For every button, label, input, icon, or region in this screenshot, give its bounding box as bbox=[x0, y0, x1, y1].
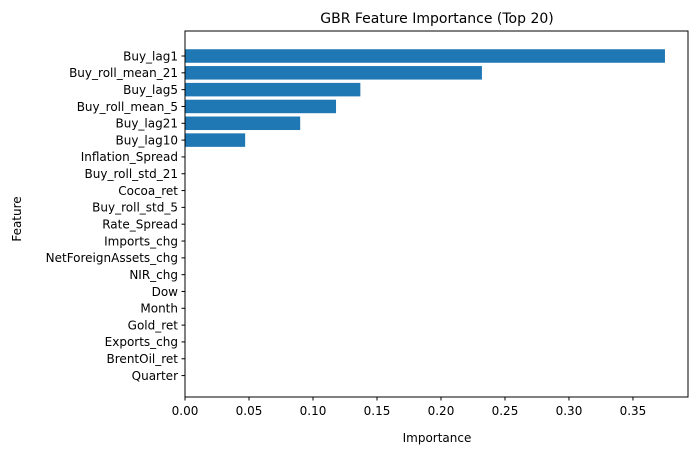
bar-buy-lag21 bbox=[185, 116, 301, 131]
y-tick-label: Dow bbox=[152, 285, 179, 299]
y-tick-label: Buy_lag1 bbox=[123, 49, 178, 63]
y-tick-label: BrentOil_ret bbox=[107, 352, 179, 366]
y-tick-label: Buy_roll_std_5 bbox=[92, 201, 178, 215]
bar-buy-lag5 bbox=[185, 82, 361, 97]
y-tick-label: Buy_roll_std_21 bbox=[85, 167, 178, 181]
x-tick-label: 0.20 bbox=[428, 404, 455, 418]
x-tick-label: 0.15 bbox=[364, 404, 391, 418]
y-axis-title: Feature bbox=[10, 196, 24, 241]
x-tick-label: 0.35 bbox=[620, 404, 647, 418]
bar-buy-roll-mean-5 bbox=[185, 99, 337, 114]
x-tick-label: 0.30 bbox=[556, 404, 583, 418]
bar-buy-roll-mean-21 bbox=[185, 66, 482, 80]
y-tick-label: NIR_chg bbox=[129, 268, 178, 282]
y-tick-label: Quarter bbox=[132, 369, 178, 383]
y-tick-label: Imports_chg bbox=[104, 234, 178, 248]
bar-buy-lag1 bbox=[185, 49, 665, 63]
y-tick-label: Buy_roll_mean_21 bbox=[69, 66, 178, 80]
x-tick-label: 0.10 bbox=[300, 404, 327, 418]
y-tick-label: Exports_chg bbox=[105, 335, 178, 349]
bar-buy-lag10 bbox=[185, 133, 246, 147]
y-tick-label: Buy_roll_mean_5 bbox=[77, 100, 178, 114]
y-tick-label: Rate_Spread bbox=[102, 218, 178, 232]
y-tick-label: Inflation_Spread bbox=[81, 150, 178, 164]
plot-frame bbox=[184, 30, 689, 398]
y-tick-label: NetForeignAssets_chg bbox=[46, 251, 178, 265]
y-tick-label: Month bbox=[140, 302, 178, 316]
y-tick-label: Cocoa_ret bbox=[118, 184, 178, 198]
x-tick-label: 0.05 bbox=[236, 404, 263, 418]
x-tick-label: 0.25 bbox=[492, 404, 519, 418]
x-tick-label: 0.00 bbox=[172, 404, 199, 418]
y-tick-label: Gold_ret bbox=[128, 318, 179, 332]
chart-title: GBR Feature Importance (Top 20) bbox=[320, 11, 553, 27]
x-axis-title: Importance bbox=[403, 431, 472, 445]
y-tick-label: Buy_lag21 bbox=[115, 117, 178, 131]
plot-area: Buy_lag1 Buy_roll_mean_21 Buy_lag5 Buy_roll… bbox=[46, 49, 665, 418]
y-tick-label: Buy_lag10 bbox=[115, 133, 178, 147]
y-tick-label: Buy_lag5 bbox=[123, 83, 178, 97]
